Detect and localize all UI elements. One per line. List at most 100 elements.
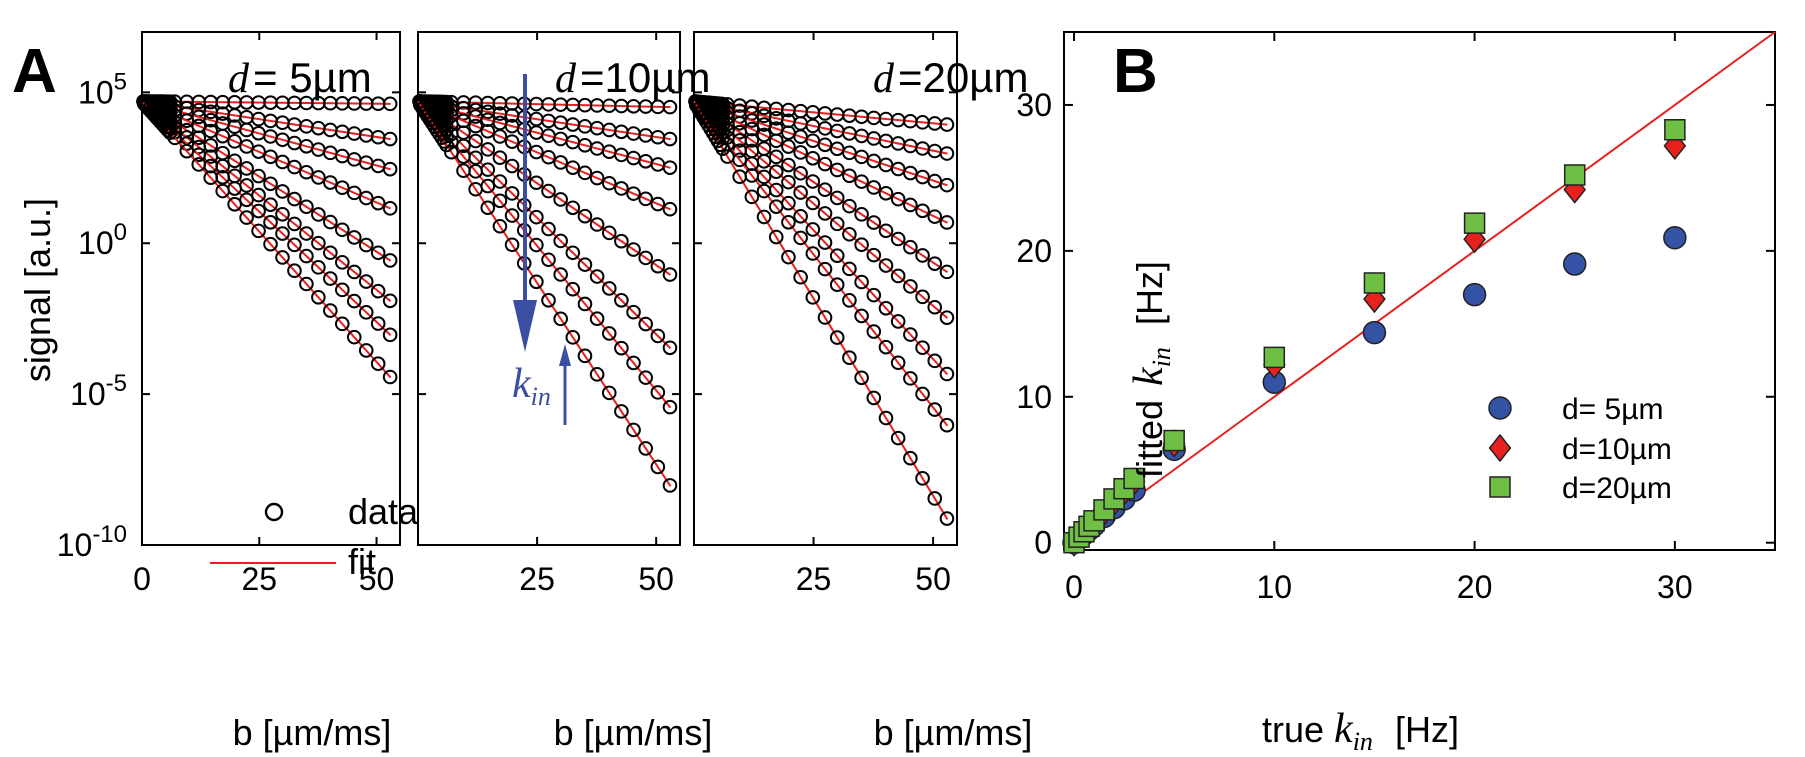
data-point [768,149,784,165]
data-point [793,145,808,160]
legend-marker [1488,433,1512,463]
legend-label: d=20µm [1562,472,1672,505]
data-point [662,99,678,115]
data-point [601,225,617,241]
data-point [601,175,617,191]
data-point [939,366,955,382]
data-point [456,149,471,164]
title-value: =10µm [580,54,710,101]
axes-frame [693,31,958,546]
data-point [817,310,833,325]
axes-frame [417,31,681,546]
data-point [939,117,955,132]
data-point [382,131,398,147]
data-point [565,160,581,175]
x-tick-label: 50 [638,561,674,597]
data-point [939,177,955,193]
data-point [756,209,772,225]
data-point [805,150,821,166]
data-point [323,214,338,230]
data-point [793,230,808,246]
data-point [565,245,581,261]
xlabel-d10: b [µm/ms] [554,712,713,753]
data-point [829,330,845,345]
data-point [565,330,581,345]
title-value: = 5µm [253,54,372,101]
data-point [529,274,544,290]
data-point [456,163,471,179]
data-point [939,215,955,230]
data-point [903,197,918,213]
data-point [382,201,398,216]
data-point [715,141,730,157]
data-point [829,277,845,293]
data-point [817,206,833,221]
data-point [768,133,784,149]
data-point [251,187,266,203]
data-point [793,185,808,200]
data-point [492,174,508,189]
data-point [890,231,906,247]
x-tick-label: 25 [241,561,277,597]
x-tick-label: 50 [359,561,395,597]
data-point [878,339,894,355]
data-point [662,399,678,415]
data-point [529,175,544,191]
data-point [480,200,496,216]
data-point [915,248,930,263]
data-point [626,186,641,201]
xlabel-pre: true [1262,709,1324,750]
tick-base: 10 [70,376,106,412]
data-point [263,236,278,252]
data-point [638,316,654,332]
data-point [589,269,605,284]
data-point [287,191,302,207]
data-point [299,226,314,241]
data-point [358,343,374,358]
data-point [638,250,654,266]
data-point [382,253,398,268]
data-point [915,289,930,305]
data-point [915,203,930,219]
data-point [251,144,266,159]
data-point [179,143,195,159]
data-point-square [1563,164,1586,186]
data-point-square [1664,119,1686,141]
axes-frame [141,31,401,546]
data-point [927,491,943,506]
tick-exponent: 5 [114,68,127,95]
fit-line [693,100,949,520]
data-point [577,165,593,181]
data-point [650,196,666,212]
data-point [890,268,906,284]
data-point [866,390,882,406]
data-point [614,340,629,356]
data-point [817,182,833,198]
identity-line [1073,31,1776,544]
data-point [817,235,833,250]
data-point [370,195,386,211]
data-point [227,196,242,212]
data-point [215,183,230,199]
data-point [382,96,398,112]
data-point [732,169,747,185]
data-point [781,174,796,190]
data-point [842,198,857,214]
x-tick-label: 30 [1657,569,1693,605]
data-point [323,303,338,318]
data-point-circle [1462,282,1487,307]
data-point [854,207,869,222]
data-point [468,181,483,197]
data-point [614,233,629,249]
data-point [577,296,593,312]
data-point [504,208,520,223]
data-point [866,215,882,230]
data-point [589,217,605,232]
panel-b-plot: 0 10 20 30 0 10 20 30 d= 5µm d=10µm d=20µm [1016,31,1776,605]
data-point [287,263,302,279]
data-point [768,229,784,245]
data-point [915,386,930,402]
data-point [263,176,278,192]
y-tick-label: 10 [1016,379,1052,415]
